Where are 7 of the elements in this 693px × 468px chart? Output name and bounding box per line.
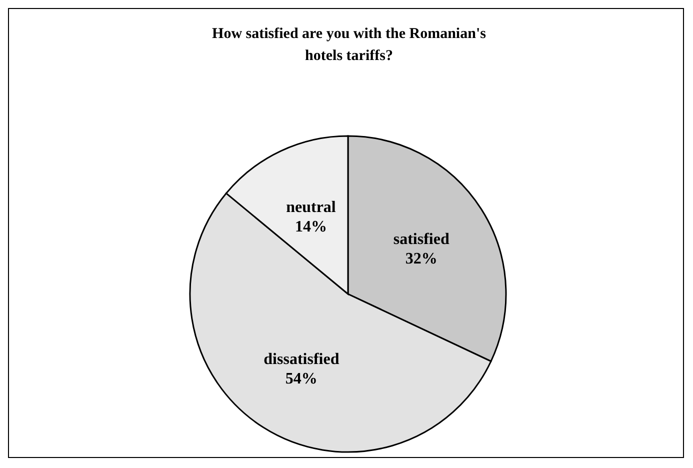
slice-label: neutral <box>286 199 336 216</box>
chart-title: How satisfied are you with the Romanian's hotels tariffs? <box>211 25 487 66</box>
data-label: 14% <box>295 218 327 236</box>
data-label: 54% <box>285 370 318 388</box>
slice-label: dissatisfied <box>264 351 340 368</box>
data-label: 32% <box>405 250 438 268</box>
slice-label: satisfied <box>393 231 450 248</box>
